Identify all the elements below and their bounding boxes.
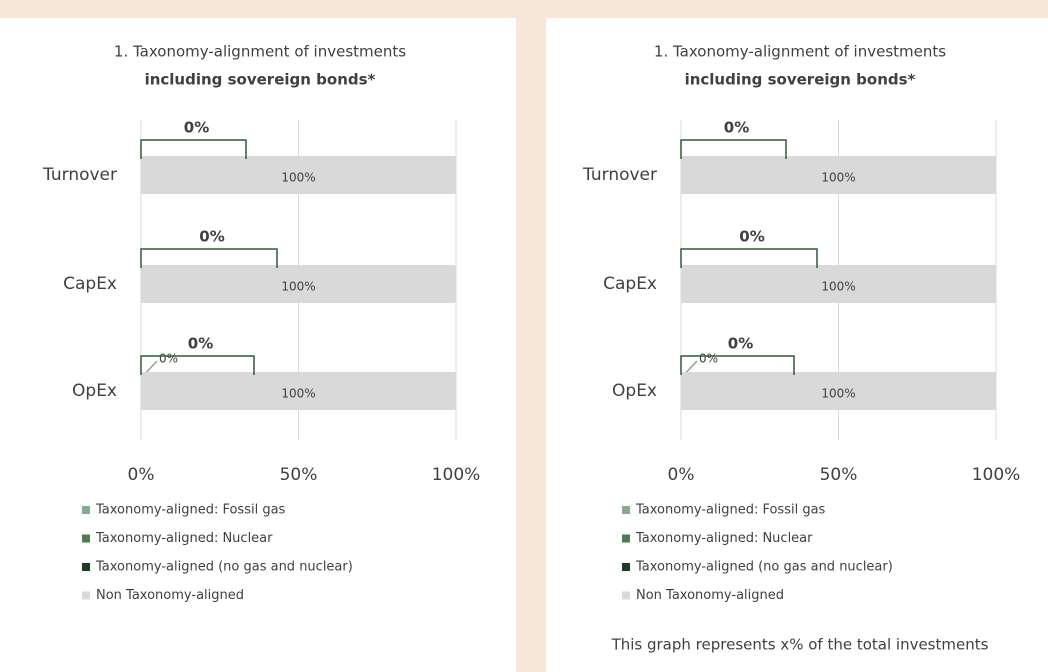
x-tick-label: 100%: [432, 465, 481, 485]
data-label: 100%: [281, 387, 315, 401]
chart-subtitle: including sovereign bonds*: [685, 71, 916, 89]
bracket: [140, 139, 247, 159]
bracket: [680, 248, 818, 268]
legend-swatch: [622, 591, 630, 600]
data-label: 0%: [159, 352, 178, 366]
legend-swatch: [82, 563, 90, 571]
legend-swatch: [622, 563, 630, 571]
footnote: This graph represents x% of the total in…: [611, 636, 989, 654]
legend-label: Taxonomy-aligned (no gas and nuclear): [635, 560, 893, 575]
aligned-total-label: 0%: [188, 335, 213, 353]
legend-label: Taxonomy-aligned (no gas and nuclear): [95, 560, 353, 575]
bar-segment: [141, 156, 456, 194]
legend-label: Taxonomy-aligned: Fossil gas: [95, 503, 286, 518]
category-label: OpEx: [612, 381, 657, 401]
legend-swatch: [622, 506, 630, 514]
aligned-total-label: 0%: [739, 228, 764, 246]
aligned-total-label: 0%: [724, 119, 749, 137]
data-label: 100%: [281, 171, 315, 185]
bracket: [140, 355, 255, 375]
chart-title: 1. Taxonomy-alignment of investments: [654, 43, 946, 61]
bar-segment: [141, 265, 456, 303]
legend-label: Non Taxonomy-aligned: [96, 588, 244, 603]
chart-subtitle: including sovereign bonds*: [145, 71, 376, 89]
category-label: CapEx: [63, 274, 117, 294]
data-label: 100%: [821, 171, 855, 185]
x-tick-label: 0%: [128, 465, 155, 485]
category-label: Turnover: [582, 165, 657, 185]
legend-swatch: [82, 506, 90, 514]
aligned-total-label: 0%: [184, 119, 209, 137]
legend-swatch: [82, 591, 90, 600]
legend-label: Taxonomy-aligned: Nuclear: [635, 531, 813, 546]
aligned-total-label: 0%: [728, 335, 753, 353]
legend-swatch: [82, 534, 90, 543]
category-label: Turnover: [42, 165, 117, 185]
bracket: [680, 139, 787, 159]
x-tick-label: 50%: [820, 465, 858, 485]
bracket: [140, 248, 278, 268]
bar-segment: [681, 372, 996, 410]
bar-segment: [681, 156, 996, 194]
data-label: 100%: [281, 280, 315, 294]
bar-segment: [681, 265, 996, 303]
legend-swatch: [622, 534, 630, 543]
aligned-total-label: 0%: [199, 228, 224, 246]
x-tick-label: 100%: [972, 465, 1021, 485]
category-label: CapEx: [603, 274, 657, 294]
data-label: 100%: [821, 280, 855, 294]
data-label: 100%: [821, 387, 855, 401]
legend-label: Taxonomy-aligned: Fossil gas: [635, 503, 826, 518]
category-label: OpEx: [72, 381, 117, 401]
divider: [516, 0, 546, 672]
bar-segment: [141, 372, 456, 410]
x-tick-label: 50%: [280, 465, 318, 485]
legend-label: Non Taxonomy-aligned: [636, 588, 784, 603]
legend-label: Taxonomy-aligned: Nuclear: [95, 531, 273, 546]
chart-title: 1. Taxonomy-alignment of investments: [114, 43, 406, 61]
data-label: 0%: [699, 352, 718, 366]
bracket: [680, 355, 795, 375]
x-tick-label: 0%: [668, 465, 695, 485]
